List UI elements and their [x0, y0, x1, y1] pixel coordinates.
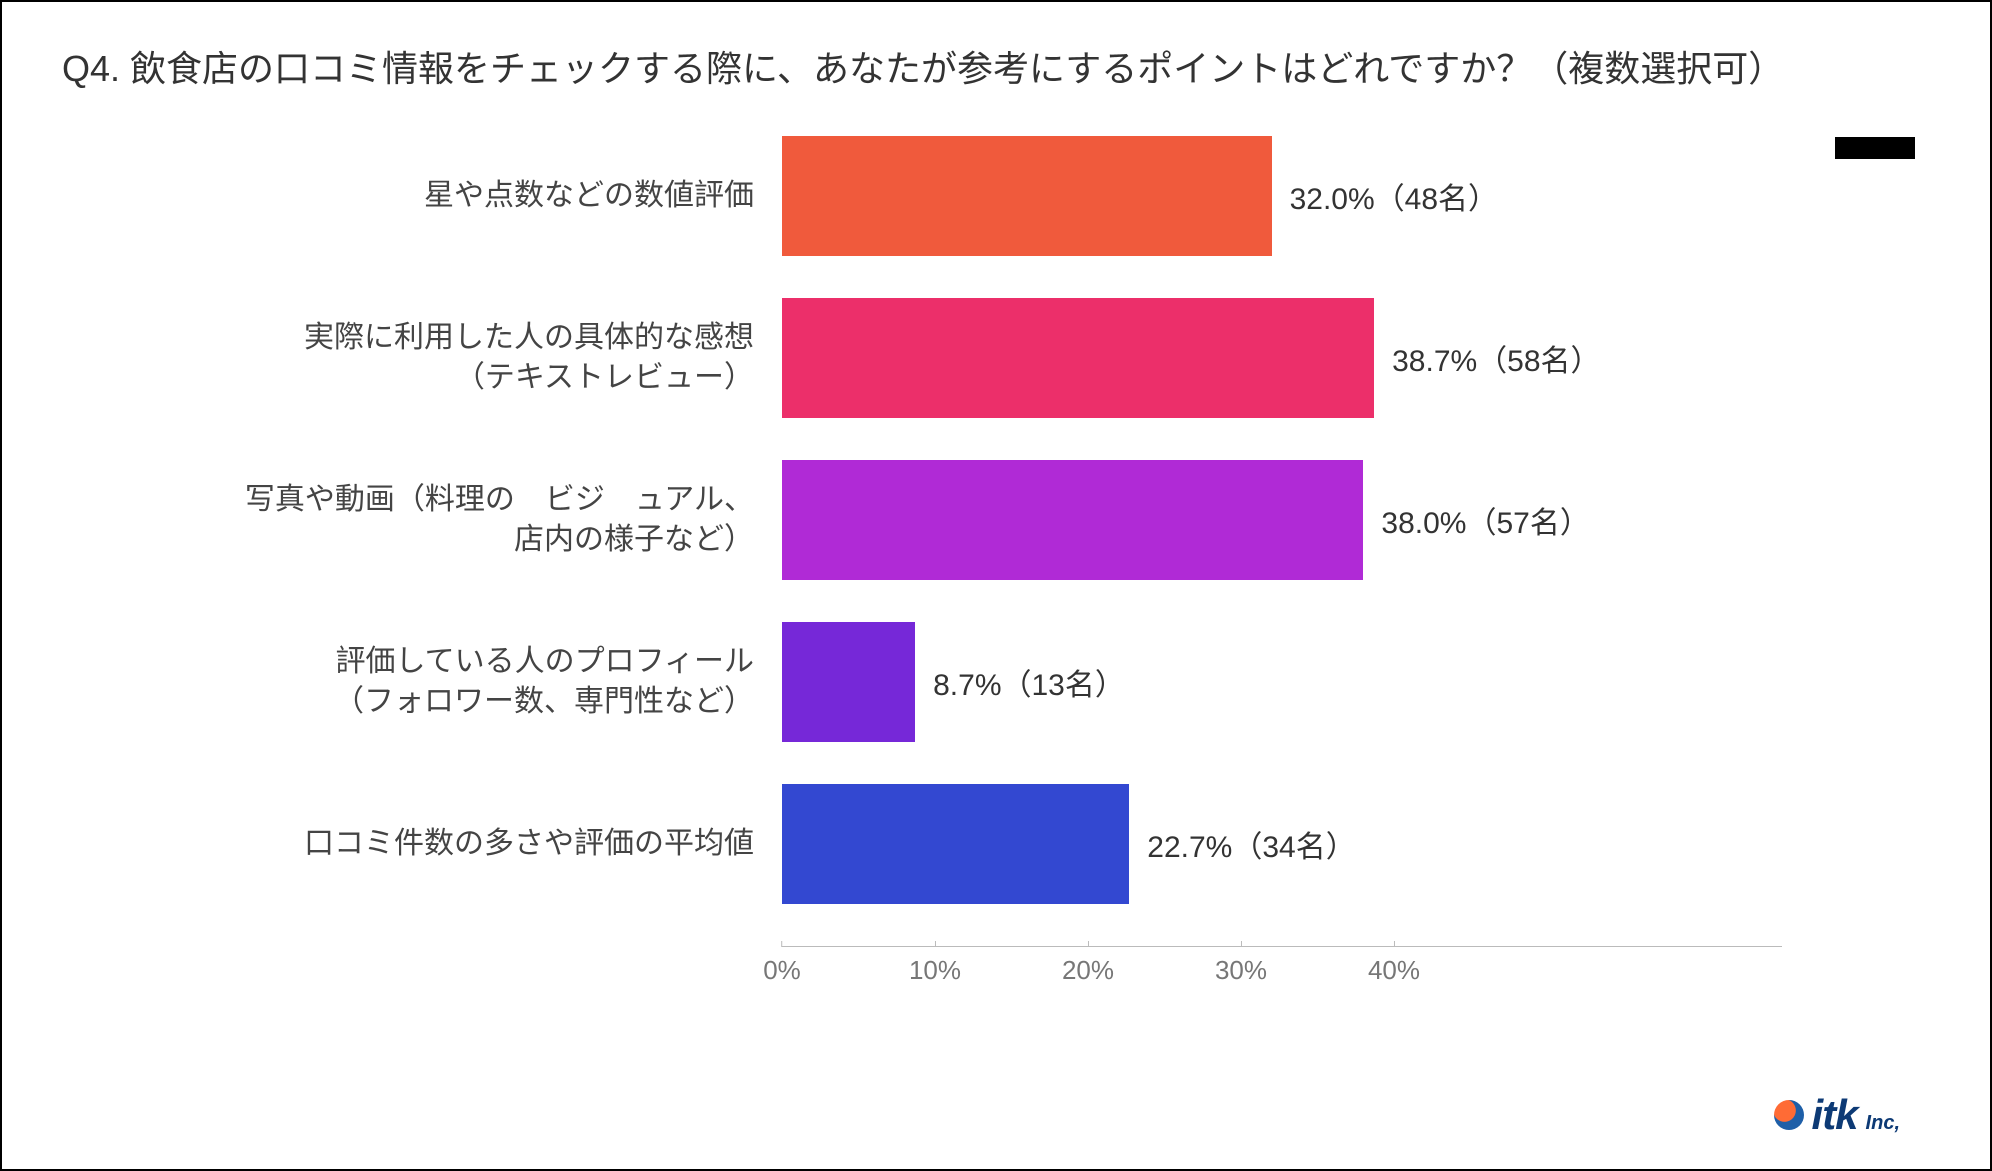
category-label: 実際に利用した人の具体的な感想（テキストレビュー） — [82, 318, 782, 399]
category-label: 写真や動画（料理の ビジ ュアル、店内の様子など） — [82, 480, 782, 561]
chart-row: 口コミ件数の多さや評価の平均値 22.7%（34名） — [82, 784, 1930, 904]
value-label: 22.7%（34名） — [1147, 822, 1355, 866]
bar-container: 8.7%（13名） — [782, 622, 1782, 742]
axis-tick-label: 40% — [1368, 955, 1420, 986]
category-label: 口コミ件数の多さや評価の平均値 — [82, 824, 782, 865]
bar-container: 38.7%（58名） — [782, 298, 1782, 418]
bar — [782, 460, 1363, 580]
value-label: 38.7%（58名） — [1392, 336, 1600, 380]
axis-tick: 40% — [1368, 941, 1420, 986]
chart-row: 実際に利用した人の具体的な感想（テキストレビュー） 38.7%（58名） — [82, 298, 1930, 418]
value-label: 8.7%（13名） — [933, 660, 1125, 704]
footer-logo: itk Inc, — [1774, 1091, 1900, 1139]
axis-tick: 20% — [1062, 941, 1114, 986]
chart-row: 写真や動画（料理の ビジ ュアル、店内の様子など） 38.0%（57名） — [82, 460, 1930, 580]
bar — [782, 784, 1129, 904]
x-axis: 0%10%20%30%40% — [782, 946, 1782, 986]
bar — [782, 622, 915, 742]
globe-icon — [1774, 1100, 1804, 1130]
axis-tick-label: 10% — [909, 955, 961, 986]
axis-tick: 30% — [1215, 941, 1267, 986]
bar-container: 22.7%（34名） — [782, 784, 1782, 904]
chart-area: 星や点数などの数値評価 32.0%（48名） 実際に利用した人の具体的な感想（テキス… — [82, 136, 1930, 986]
category-label: 星や点数などの数値評価 — [82, 176, 782, 217]
axis-tick-label: 30% — [1215, 955, 1267, 986]
chart-row: 星や点数などの数値評価 32.0%（48名） — [82, 136, 1930, 256]
logo-inc: Inc, — [1866, 1112, 1900, 1135]
axis-tick-label: 20% — [1062, 955, 1114, 986]
value-label: 38.0%（57名） — [1381, 498, 1589, 542]
axis-tick-label: 0% — [763, 955, 801, 986]
bar — [782, 298, 1374, 418]
bar-container: 32.0%（48名） — [782, 136, 1782, 256]
bar-container: 38.0%（57名） — [782, 460, 1782, 580]
chart-title: Q4. 飲食店の口コミ情報をチェックする際に、あなたが参考にするポイントはどれで… — [62, 42, 1930, 96]
category-label: 評価している人のプロフィール（フォロワー数、専門性など） — [82, 642, 782, 723]
logo-text: itk — [1812, 1091, 1858, 1139]
chart-row: 評価している人のプロフィール（フォロワー数、専門性など） 8.7%（13名） — [82, 622, 1930, 742]
bar — [782, 136, 1272, 256]
axis-tick: 10% — [909, 941, 961, 986]
value-label: 32.0%（48名） — [1290, 174, 1498, 218]
axis-tick: 0% — [763, 941, 801, 986]
